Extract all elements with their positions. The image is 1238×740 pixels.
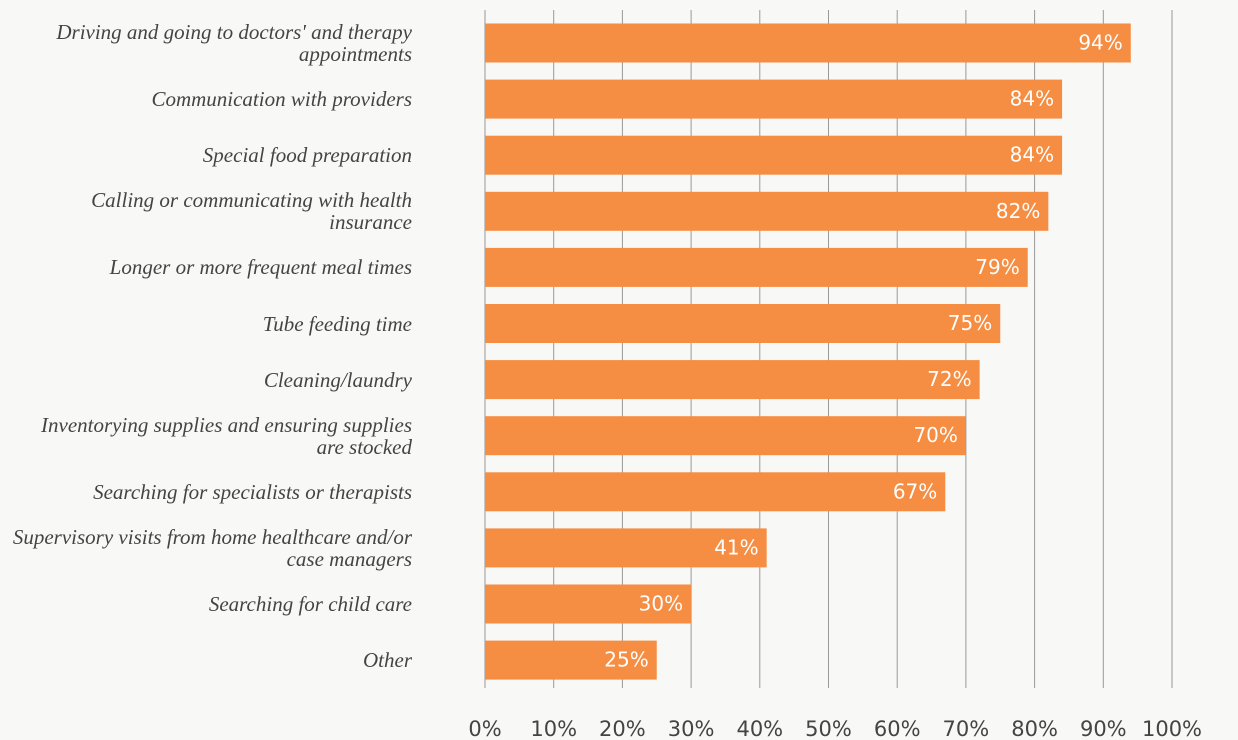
bar bbox=[485, 23, 1131, 63]
value-label: 30% bbox=[639, 592, 683, 616]
category-label: Special food preparation bbox=[202, 143, 412, 168]
bar bbox=[485, 360, 980, 400]
bar bbox=[485, 528, 767, 568]
category-label: Cleaning/laundry bbox=[263, 367, 412, 392]
bar bbox=[485, 135, 1063, 175]
x-tick-label: 10% bbox=[530, 717, 577, 740]
bar bbox=[485, 191, 1049, 231]
value-label: 75% bbox=[948, 311, 992, 335]
category-label: Searching for specialists or therapists bbox=[93, 479, 412, 504]
bar bbox=[485, 79, 1063, 119]
bar bbox=[485, 416, 966, 456]
bar bbox=[485, 640, 657, 680]
x-tick-label: 70% bbox=[943, 717, 990, 740]
value-label: 94% bbox=[1078, 31, 1122, 55]
x-tick-label: 100% bbox=[1142, 717, 1202, 740]
value-label: 79% bbox=[975, 255, 1019, 279]
value-label: 25% bbox=[604, 648, 648, 672]
x-tick-label: 0% bbox=[468, 717, 501, 740]
value-label: 84% bbox=[1010, 143, 1054, 167]
category-label: Longer or more frequent meal times bbox=[109, 255, 412, 280]
value-label: 41% bbox=[714, 535, 758, 559]
category-label: Other bbox=[363, 648, 412, 673]
value-label: 72% bbox=[927, 367, 971, 391]
x-tick-label: 80% bbox=[1011, 717, 1058, 740]
category-label: Communication with providers bbox=[151, 87, 412, 112]
value-label: 82% bbox=[996, 199, 1040, 223]
x-tick-label: 40% bbox=[736, 717, 783, 740]
value-label: 67% bbox=[893, 479, 937, 503]
bar bbox=[485, 247, 1028, 287]
category-label: Tube feeding time bbox=[262, 311, 412, 336]
category-label: Calling or communicating with health ins… bbox=[91, 188, 412, 235]
x-tick-label: 60% bbox=[874, 717, 921, 740]
bar bbox=[485, 584, 692, 624]
category-label: Supervisory visits from home healthcare … bbox=[12, 524, 412, 571]
x-tick-label: 50% bbox=[805, 717, 852, 740]
x-tick-label: 30% bbox=[668, 717, 715, 740]
x-tick-label: 90% bbox=[1080, 717, 1127, 740]
category-label: Searching for child care bbox=[208, 592, 412, 616]
category-label: Inventorying supplies and ensuring suppl… bbox=[41, 412, 412, 459]
category-label: Driving and going to doctors' and therap… bbox=[56, 20, 412, 66]
bar bbox=[485, 472, 946, 512]
bar bbox=[485, 304, 1001, 343]
x-tick-label: 20% bbox=[599, 717, 646, 740]
value-label: 84% bbox=[1010, 87, 1054, 111]
value-label: 70% bbox=[913, 423, 957, 447]
